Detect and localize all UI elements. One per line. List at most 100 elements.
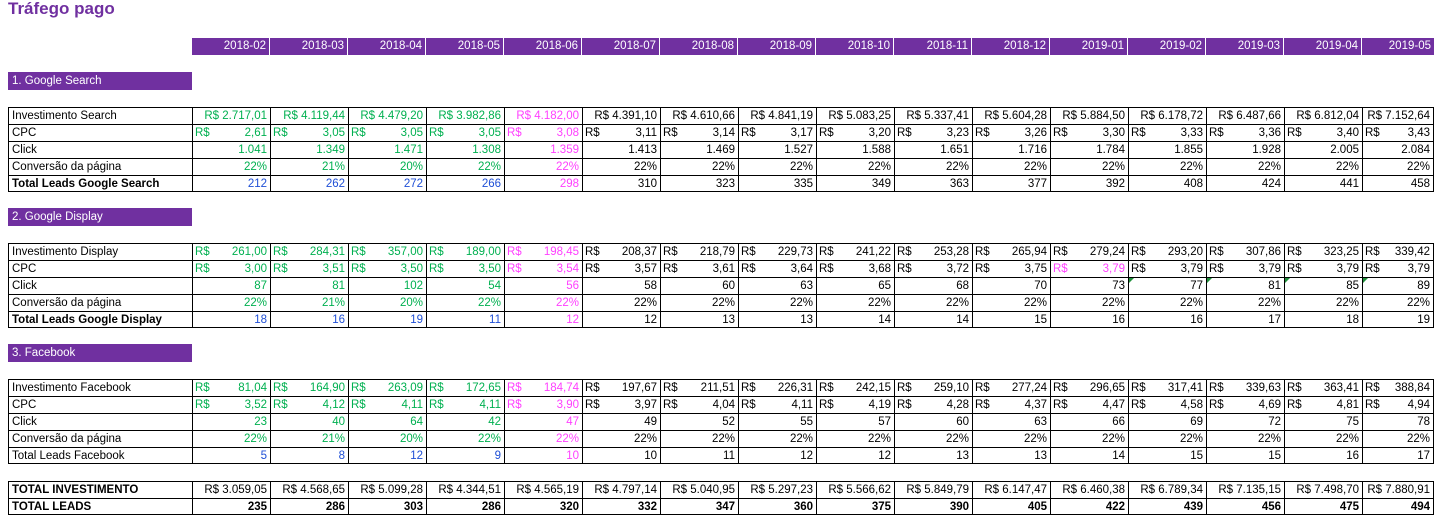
data-cell[interactable]: 272 [348,175,426,192]
data-cell[interactable]: 9 [426,447,504,464]
total-cell[interactable]: R$ 4.568,65 [270,481,348,498]
data-cell[interactable]: 54 [426,277,504,294]
data-cell[interactable]: 22% [1050,430,1128,447]
data-cell[interactable]: R$ 3,20 [816,124,894,141]
data-cell[interactable]: 22% [972,158,1050,175]
data-cell[interactable]: R$ 4,69 [1206,396,1284,413]
data-cell[interactable]: 64 [348,413,426,430]
data-cell[interactable]: 1.413 [582,141,660,158]
data-cell[interactable]: R$ 3,05 [348,124,426,141]
data-cell[interactable]: 1.651 [894,141,972,158]
data-cell[interactable]: 20% [348,294,426,311]
total-cell[interactable]: R$ 4.344,51 [426,481,504,498]
data-cell[interactable]: 22% [426,294,504,311]
data-cell[interactable]: 73 [1050,277,1128,294]
total-cell[interactable]: 439 [1128,498,1206,515]
data-cell[interactable]: R$ 4,58 [1128,396,1206,413]
data-cell[interactable]: 22% [1284,158,1362,175]
data-cell[interactable]: 12 [348,447,426,464]
data-cell[interactable]: R$ 3,11 [582,124,660,141]
data-cell[interactable]: 22% [1206,430,1284,447]
data-cell[interactable]: 22% [1050,158,1128,175]
data-cell[interactable]: R$ 4.119,44 [270,107,348,124]
data-cell[interactable]: 22% [738,294,816,311]
data-cell[interactable]: 310 [582,175,660,192]
data-cell[interactable]: 22% [582,430,660,447]
data-cell[interactable]: 63 [972,413,1050,430]
data-cell[interactable]: R$ 197,67 [582,379,660,396]
data-cell[interactable]: R$ 3,97 [582,396,660,413]
data-cell[interactable]: 1.928 [1206,141,1284,158]
data-cell[interactable]: R$ 4.841,19 [738,107,816,124]
month-header-cell[interactable]: 2018-05 [426,38,504,55]
total-cell[interactable]: R$ 5.099,28 [348,481,426,498]
data-cell[interactable]: 22% [1128,430,1206,447]
data-cell[interactable]: R$ 4,11 [738,396,816,413]
month-header-cell[interactable]: 2018-10 [816,38,894,55]
month-header-cell[interactable]: 2019-04 [1284,38,1362,55]
data-cell[interactable]: 22% [972,294,1050,311]
data-cell[interactable]: 69 [1128,413,1206,430]
data-cell[interactable]: 16 [270,311,348,328]
data-cell[interactable]: 22% [1362,294,1434,311]
data-cell[interactable]: 102 [348,277,426,294]
data-cell[interactable]: 363 [894,175,972,192]
data-cell[interactable]: R$ 4.391,10 [582,107,660,124]
data-cell[interactable]: R$ 184,74 [504,379,582,396]
data-cell[interactable]: 60 [894,413,972,430]
data-cell[interactable]: R$ 3,33 [1128,124,1206,141]
data-cell[interactable]: 89 [1362,277,1434,294]
data-cell[interactable]: 77 [1128,277,1206,294]
data-cell[interactable]: 22% [504,430,582,447]
data-cell[interactable]: R$ 3,54 [504,260,582,277]
data-cell[interactable]: 14 [1050,447,1128,464]
data-cell[interactable]: R$ 226,31 [738,379,816,396]
data-cell[interactable]: R$ 3,68 [816,260,894,277]
data-cell[interactable]: 11 [426,311,504,328]
data-cell[interactable]: 20% [348,430,426,447]
data-cell[interactable]: R$ 3,26 [972,124,1050,141]
month-header-cell[interactable]: 2019-05 [1362,38,1434,55]
data-cell[interactable]: 18 [192,311,270,328]
data-cell[interactable]: R$ 296,65 [1050,379,1128,396]
data-cell[interactable]: R$ 3,40 [1284,124,1362,141]
data-cell[interactable]: R$ 279,24 [1050,243,1128,260]
data-cell[interactable]: R$ 3,57 [582,260,660,277]
month-header-cell[interactable]: 2018-08 [660,38,738,55]
data-cell[interactable]: R$ 3,05 [426,124,504,141]
data-cell[interactable]: R$ 357,00 [348,243,426,260]
data-cell[interactable]: R$ 293,20 [1128,243,1206,260]
data-cell[interactable]: 22% [504,294,582,311]
data-cell[interactable]: R$ 3.982,86 [426,107,504,124]
data-cell[interactable]: R$ 4.182,00 [504,107,582,124]
data-cell[interactable]: 22% [504,158,582,175]
data-cell[interactable]: 22% [1284,294,1362,311]
data-cell[interactable]: 424 [1206,175,1284,192]
data-cell[interactable]: R$ 4,11 [348,396,426,413]
data-cell[interactable]: 16 [1284,447,1362,464]
data-cell[interactable]: R$ 3,36 [1206,124,1284,141]
total-cell[interactable]: 405 [972,498,1050,515]
total-cell[interactable]: 390 [894,498,972,515]
data-cell[interactable]: 1.349 [270,141,348,158]
data-cell[interactable]: 10 [504,447,582,464]
data-cell[interactable]: 262 [270,175,348,192]
data-cell[interactable]: R$ 3,23 [894,124,972,141]
data-cell[interactable]: 13 [972,447,1050,464]
month-header-cell[interactable]: 2018-09 [738,38,816,55]
month-header-cell[interactable]: 2018-03 [270,38,348,55]
month-header-cell[interactable]: 2019-01 [1050,38,1128,55]
data-cell[interactable]: 335 [738,175,816,192]
data-cell[interactable]: 22% [816,158,894,175]
data-cell[interactable]: 1.588 [816,141,894,158]
data-cell[interactable]: 14 [816,311,894,328]
data-cell[interactable]: R$ 4,19 [816,396,894,413]
data-cell[interactable]: 1.716 [972,141,1050,158]
data-cell[interactable]: 65 [816,277,894,294]
data-cell[interactable]: R$ 4,04 [660,396,738,413]
data-cell[interactable]: 85 [1284,277,1362,294]
data-cell[interactable]: R$ 3,64 [738,260,816,277]
data-cell[interactable]: 15 [1128,447,1206,464]
data-cell[interactable]: R$ 208,37 [582,243,660,260]
data-cell[interactable]: R$ 5.083,25 [816,107,894,124]
